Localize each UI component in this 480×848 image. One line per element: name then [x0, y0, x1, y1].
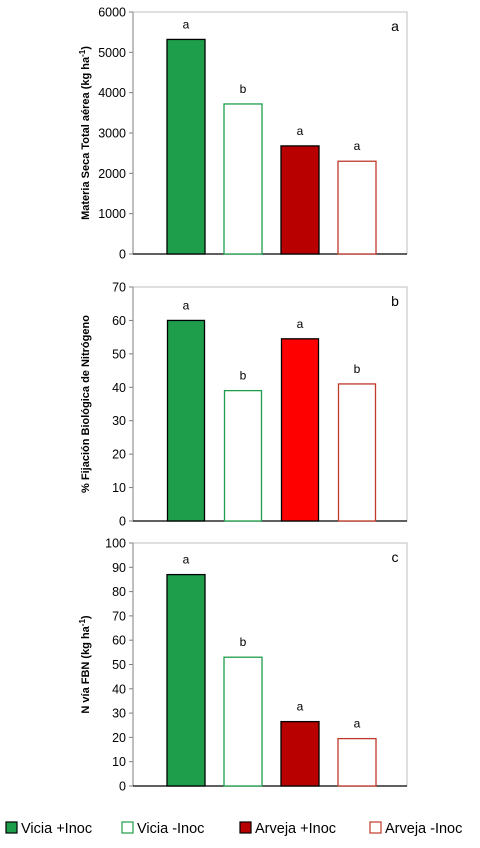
significance-letter: b [240, 82, 247, 96]
y-tick-label: 90 [112, 561, 126, 575]
y-tick-label: 6000 [98, 6, 126, 20]
y-axis-label-close: ) [80, 615, 92, 619]
significance-letter: b [240, 369, 247, 383]
legend-swatch [121, 821, 134, 834]
y-axis-label: N vía FBN (kg ha-1) [78, 615, 92, 714]
y-tick-label: 70 [112, 281, 126, 295]
bar-arveja-inoc [280, 145, 320, 255]
significance-letter: a [297, 317, 304, 331]
y-tick-label: 20 [112, 731, 126, 745]
y-tick-label: 50 [112, 658, 126, 672]
y-tick-label: 100 [105, 537, 126, 551]
y-axis-label-close: ) [80, 46, 92, 50]
bar-vicia-inoc [166, 573, 206, 787]
y-tick-label: 0 [119, 780, 126, 794]
y-tick-label: 10 [112, 481, 126, 495]
y-tick-label: 10 [112, 755, 126, 769]
y-tick-label: 40 [112, 381, 126, 395]
significance-letter: a [297, 700, 304, 714]
significance-letter: a [354, 139, 361, 153]
panel-label: c [392, 549, 399, 565]
legend-label: Arveja -Inoc [385, 821, 462, 837]
significance-letter: a [183, 298, 190, 312]
legend-label: Arveja +Inoc [255, 821, 336, 837]
significance-letter: a [183, 553, 190, 567]
bar-arveja-inoc [337, 383, 377, 522]
significance-letter: a [354, 717, 361, 731]
y-tick-label: 3000 [98, 127, 126, 141]
bar-vicia-inoc [166, 38, 206, 255]
y-tick-label: 0 [119, 248, 126, 262]
y-tick-label: 5000 [98, 46, 126, 60]
y-tick-label: 30 [112, 414, 126, 428]
significance-letter: b [354, 362, 361, 376]
significance-letter: b [240, 635, 247, 649]
y-tick-label: 50 [112, 347, 126, 361]
y-axis-label: % Fijación Biológica de Nitrógeno [80, 315, 92, 493]
bar-arveja-inoc [280, 720, 320, 787]
legend-swatch [5, 821, 18, 834]
legend-swatch [369, 821, 382, 834]
significance-letter: a [297, 124, 304, 138]
legend: Vicia +Inoc Vicia -Inoc Arveja +Inoc Arveja… [5, 821, 462, 837]
y-tick-label: 60 [112, 634, 126, 648]
bar-vicia-inoc [223, 389, 263, 522]
y-axis-label-sup: -1 [78, 619, 87, 627]
y-tick-label: 40 [112, 682, 126, 696]
significance-letter: a [183, 17, 190, 31]
y-axis-label-text: N vía FBN (kg ha [80, 625, 92, 713]
y-tick-label: 4000 [98, 86, 126, 100]
bar-vicia-inoc [223, 103, 263, 255]
panel-label: a [391, 18, 399, 34]
bar-vicia-inoc [166, 319, 206, 522]
y-tick-label: 0 [119, 515, 126, 529]
y-tick-label: 30 [112, 707, 126, 721]
legend-swatch [239, 821, 252, 834]
y-tick-label: 60 [112, 314, 126, 328]
bar-arveja-inoc [337, 737, 377, 787]
chart-panel-a: 0 1000 2000 3000 4000 5000 6000 Materia Seca To… [78, 6, 408, 262]
panel-label: b [391, 293, 399, 309]
chart-panel-c: 0 10 20 30 40 50 60 70 80 90 100 N vía FBN (kg ha-1… [78, 537, 408, 794]
y-tick-label: 1000 [98, 207, 126, 221]
y-tick-label: 2000 [98, 167, 126, 181]
y-axis-label-text: Materia Seca Total aérea (kg ha [80, 56, 92, 220]
y-axis-label-text: % Fijación Biológica de Nitrógeno [80, 315, 92, 493]
y-tick-label: 70 [112, 609, 126, 623]
y-axis-label-sup: -1 [78, 49, 87, 57]
y-axis-label: Materia Seca Total aérea (kg ha-1) [78, 46, 92, 220]
legend-label: Vicia +Inoc [21, 821, 92, 837]
legend-label: Vicia -Inoc [137, 821, 204, 837]
bar-arveja-inoc [337, 160, 377, 255]
chart-panel-b: 0 10 20 30 40 50 60 70 % Fijación Biológica de N… [80, 281, 408, 529]
bar-arveja-inoc [280, 338, 320, 522]
y-tick-label: 80 [112, 585, 126, 599]
y-tick-label: 20 [112, 448, 126, 462]
bar-vicia-inoc [223, 656, 263, 787]
